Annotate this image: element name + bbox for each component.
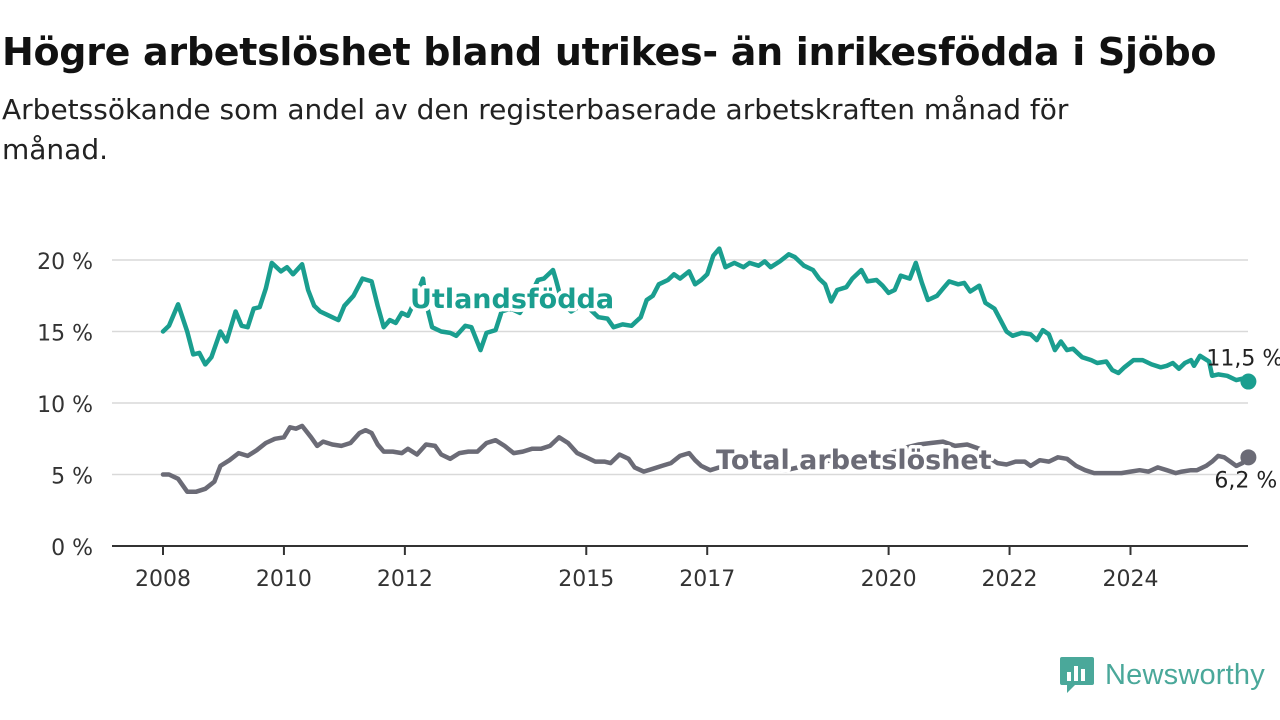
series-name-label: Utlandsfödda (410, 284, 614, 315)
x-tick-label: 2020 (861, 567, 917, 592)
y-tick-label: 0 % (51, 536, 93, 561)
series-line-1 (160, 423, 1251, 494)
y-tick-label: 15 % (37, 322, 93, 347)
series-line-0 (160, 246, 1251, 384)
series-end-label: 11,5 % (1206, 347, 1280, 372)
x-tick-label: 2015 (558, 567, 614, 592)
y-tick-label: 5 % (51, 465, 93, 490)
x-tick-label: 2017 (679, 567, 735, 592)
x-tick-label: 2010 (256, 567, 312, 592)
series-end-marker (1240, 373, 1257, 390)
series-end-marker (1240, 449, 1257, 466)
chart-subtitle: Arbetssökande som andel av den registerb… (2, 93, 1069, 166)
chart-title: Högre arbetslöshet bland utrikes- än inr… (2, 30, 1217, 74)
x-tick-label: 2008 (135, 567, 191, 592)
brand-logo: Newsworthy (1059, 655, 1265, 695)
x-tick-label: 2012 (377, 567, 433, 592)
x-tick-label: 2022 (982, 567, 1038, 592)
series-name-label: Total arbetslöshet (716, 445, 992, 476)
newsworthy-logo-icon (1060, 657, 1094, 693)
y-tick-label: 10 % (37, 393, 93, 418)
x-tick-label: 2024 (1102, 567, 1158, 592)
brand-name: Newsworthy (1105, 658, 1265, 691)
y-tick-label: 20 % (37, 250, 93, 275)
series-end-label: 6,2 % (1214, 468, 1277, 493)
